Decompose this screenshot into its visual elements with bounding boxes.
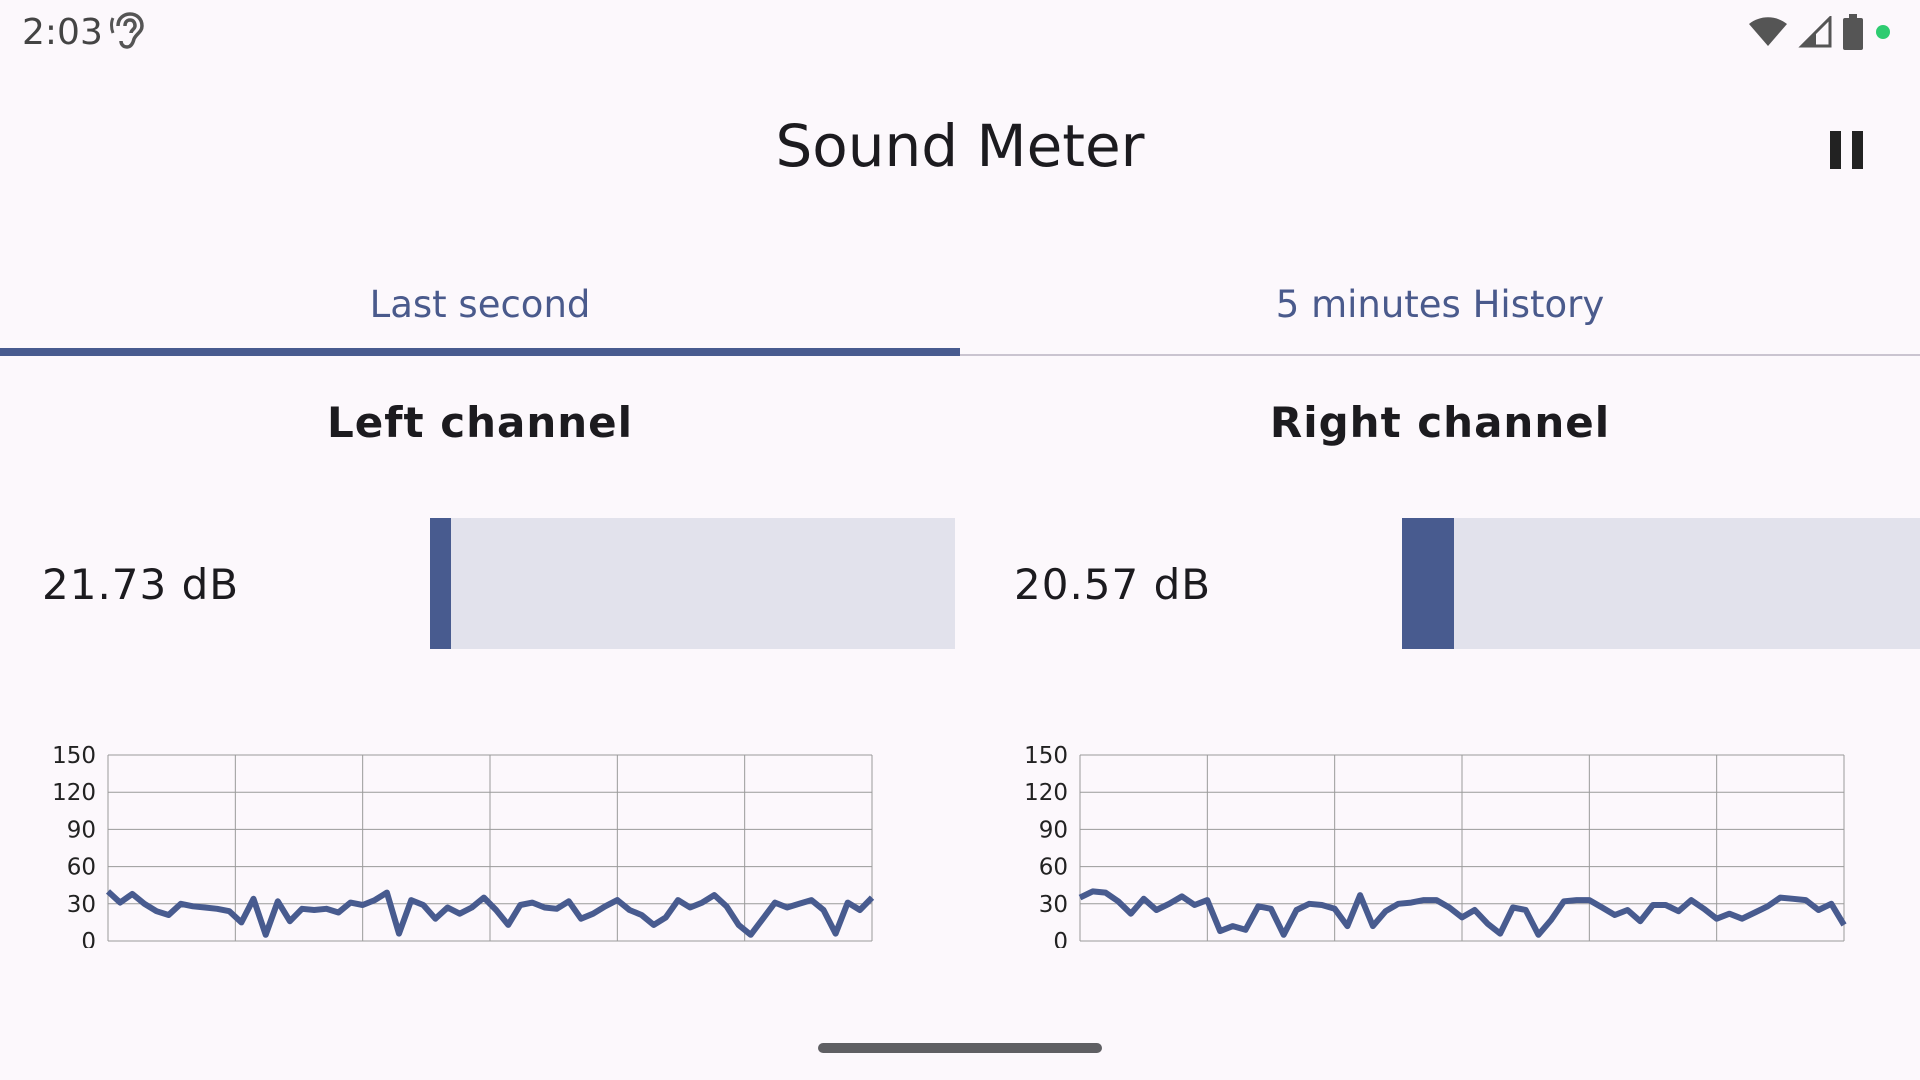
status-icons <box>1748 12 1892 52</box>
chart-y-tick-label: 60 <box>1039 855 1068 881</box>
chart-y-tick-label: 0 <box>81 929 96 948</box>
chart-series-line <box>1078 888 1847 938</box>
status-time: 2:03 <box>22 12 103 53</box>
chart-y-tick-label: 90 <box>67 817 96 843</box>
left-channel-level-fill <box>430 518 451 649</box>
left-channel-level-meter <box>430 518 955 649</box>
left-channel-db-value: 21.73 dB <box>42 560 240 609</box>
status-bar: 2:03 <box>0 0 1920 64</box>
chart-y-tick-label: 150 <box>52 743 96 769</box>
pause-icon <box>1830 131 1863 169</box>
left-channel-title: Left channel <box>326 398 634 447</box>
pause-button[interactable] <box>1812 120 1882 180</box>
right-channel-chart-svg: 150 120 90 60 30 0 <box>1024 743 1847 948</box>
chart-series-line <box>105 889 875 938</box>
mic-active-dot <box>1874 23 1892 41</box>
right-channel-chart: 150 120 90 60 30 0 <box>996 728 1896 948</box>
left-channel-chart: 150 120 90 60 30 0 <box>24 728 924 948</box>
chart-y-tick-label: 90 <box>1039 817 1068 843</box>
hearing-icon <box>110 12 146 52</box>
chart-y-tick-label: 0 <box>1053 929 1068 948</box>
right-channel-level-meter <box>1402 518 1920 649</box>
right-channel-title: Right channel <box>1269 398 1611 447</box>
home-gesture-bar[interactable] <box>818 1043 1102 1053</box>
tab-last-second[interactable]: Last second <box>369 282 591 326</box>
chart-y-tick-label: 30 <box>1039 892 1068 918</box>
page-title: Sound Meter <box>775 112 1145 180</box>
tab-bar: Last second 5 minutes History <box>0 252 1920 356</box>
cell-signal-icon <box>1798 16 1832 48</box>
tab-5-minutes-history[interactable]: 5 minutes History <box>1275 282 1605 326</box>
tab-selected-indicator <box>0 348 960 356</box>
right-channel-level-fill <box>1402 518 1454 649</box>
chart-y-tick-label: 60 <box>67 855 96 881</box>
chart-y-tick-label: 30 <box>67 892 96 918</box>
left-channel-chart-svg: 150 120 90 60 30 0 <box>52 743 875 948</box>
chart-y-tick-label: 120 <box>52 780 96 806</box>
chart-y-tick-label: 150 <box>1024 743 1068 769</box>
wifi-icon <box>1748 16 1788 48</box>
chart-y-tick-label: 120 <box>1024 780 1068 806</box>
right-channel-db-value: 20.57 dB <box>1014 560 1212 609</box>
battery-icon <box>1842 14 1864 50</box>
